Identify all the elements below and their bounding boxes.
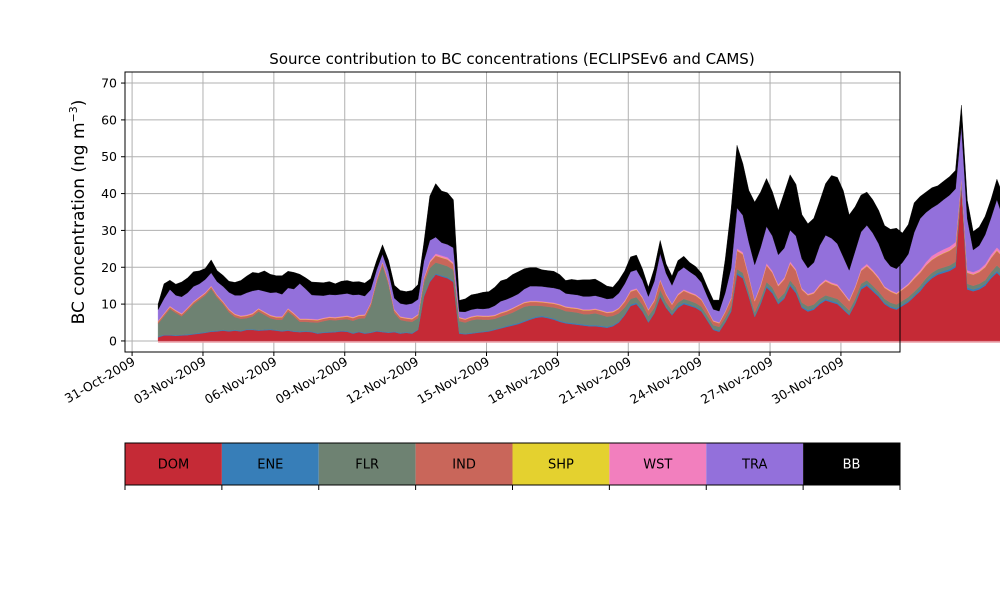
legend-label-bb: BB: [843, 458, 861, 473]
legend-swatch-ene: [221, 443, 319, 485]
legend-label-dom: DOM: [158, 458, 189, 473]
legend-label-flr: FLR: [355, 458, 379, 473]
legend-label-ind: IND: [452, 458, 476, 473]
area-bb: [157, 105, 1000, 313]
baseline-strip: [158, 340, 1000, 343]
legend-swatch-ind: [415, 443, 513, 485]
legend-label-shp: SHP: [548, 458, 574, 473]
y-tick-label: 60: [101, 112, 117, 127]
y-tick-label: 70: [101, 76, 117, 91]
y-axis-label-main: BC concentration (ng m: [69, 122, 89, 324]
y-tick-label: 10: [101, 297, 117, 312]
y-tick-label: 50: [101, 149, 117, 164]
legend-swatch-wst: [609, 443, 707, 485]
y-tick-label: 0: [109, 333, 117, 348]
legend-swatch-bb: [803, 443, 900, 485]
y-axis-label-close: ): [69, 100, 89, 107]
y-axis-label-sup: −3: [67, 106, 80, 122]
legend-swatch-tra: [706, 443, 804, 485]
y-tick-label: 20: [101, 260, 117, 275]
chart-title: Source contribution to BC concentrations…: [269, 50, 754, 68]
legend-swatch-shp: [512, 443, 610, 485]
y-axis-label: BC concentration (ng m−3): [67, 100, 89, 325]
y-tick-label: 30: [101, 223, 117, 238]
legend-label-ene: ENE: [257, 458, 283, 473]
legend-label-tra: TRA: [741, 458, 767, 473]
y-tick-label: 40: [101, 186, 117, 201]
y-axis: 0 10 20 30 40 50 60 70: [101, 76, 125, 348]
plot-frame: [124, 71, 901, 353]
legend-swatch-flr: [318, 443, 416, 485]
stacked-areas: [157, 105, 1000, 343]
legend-swatch-dom: [125, 443, 222, 485]
legend-colorbar: DOM ENE FLR IND SHP WST TRA BB: [124, 442, 901, 490]
legend-label-wst: WST: [643, 458, 672, 473]
